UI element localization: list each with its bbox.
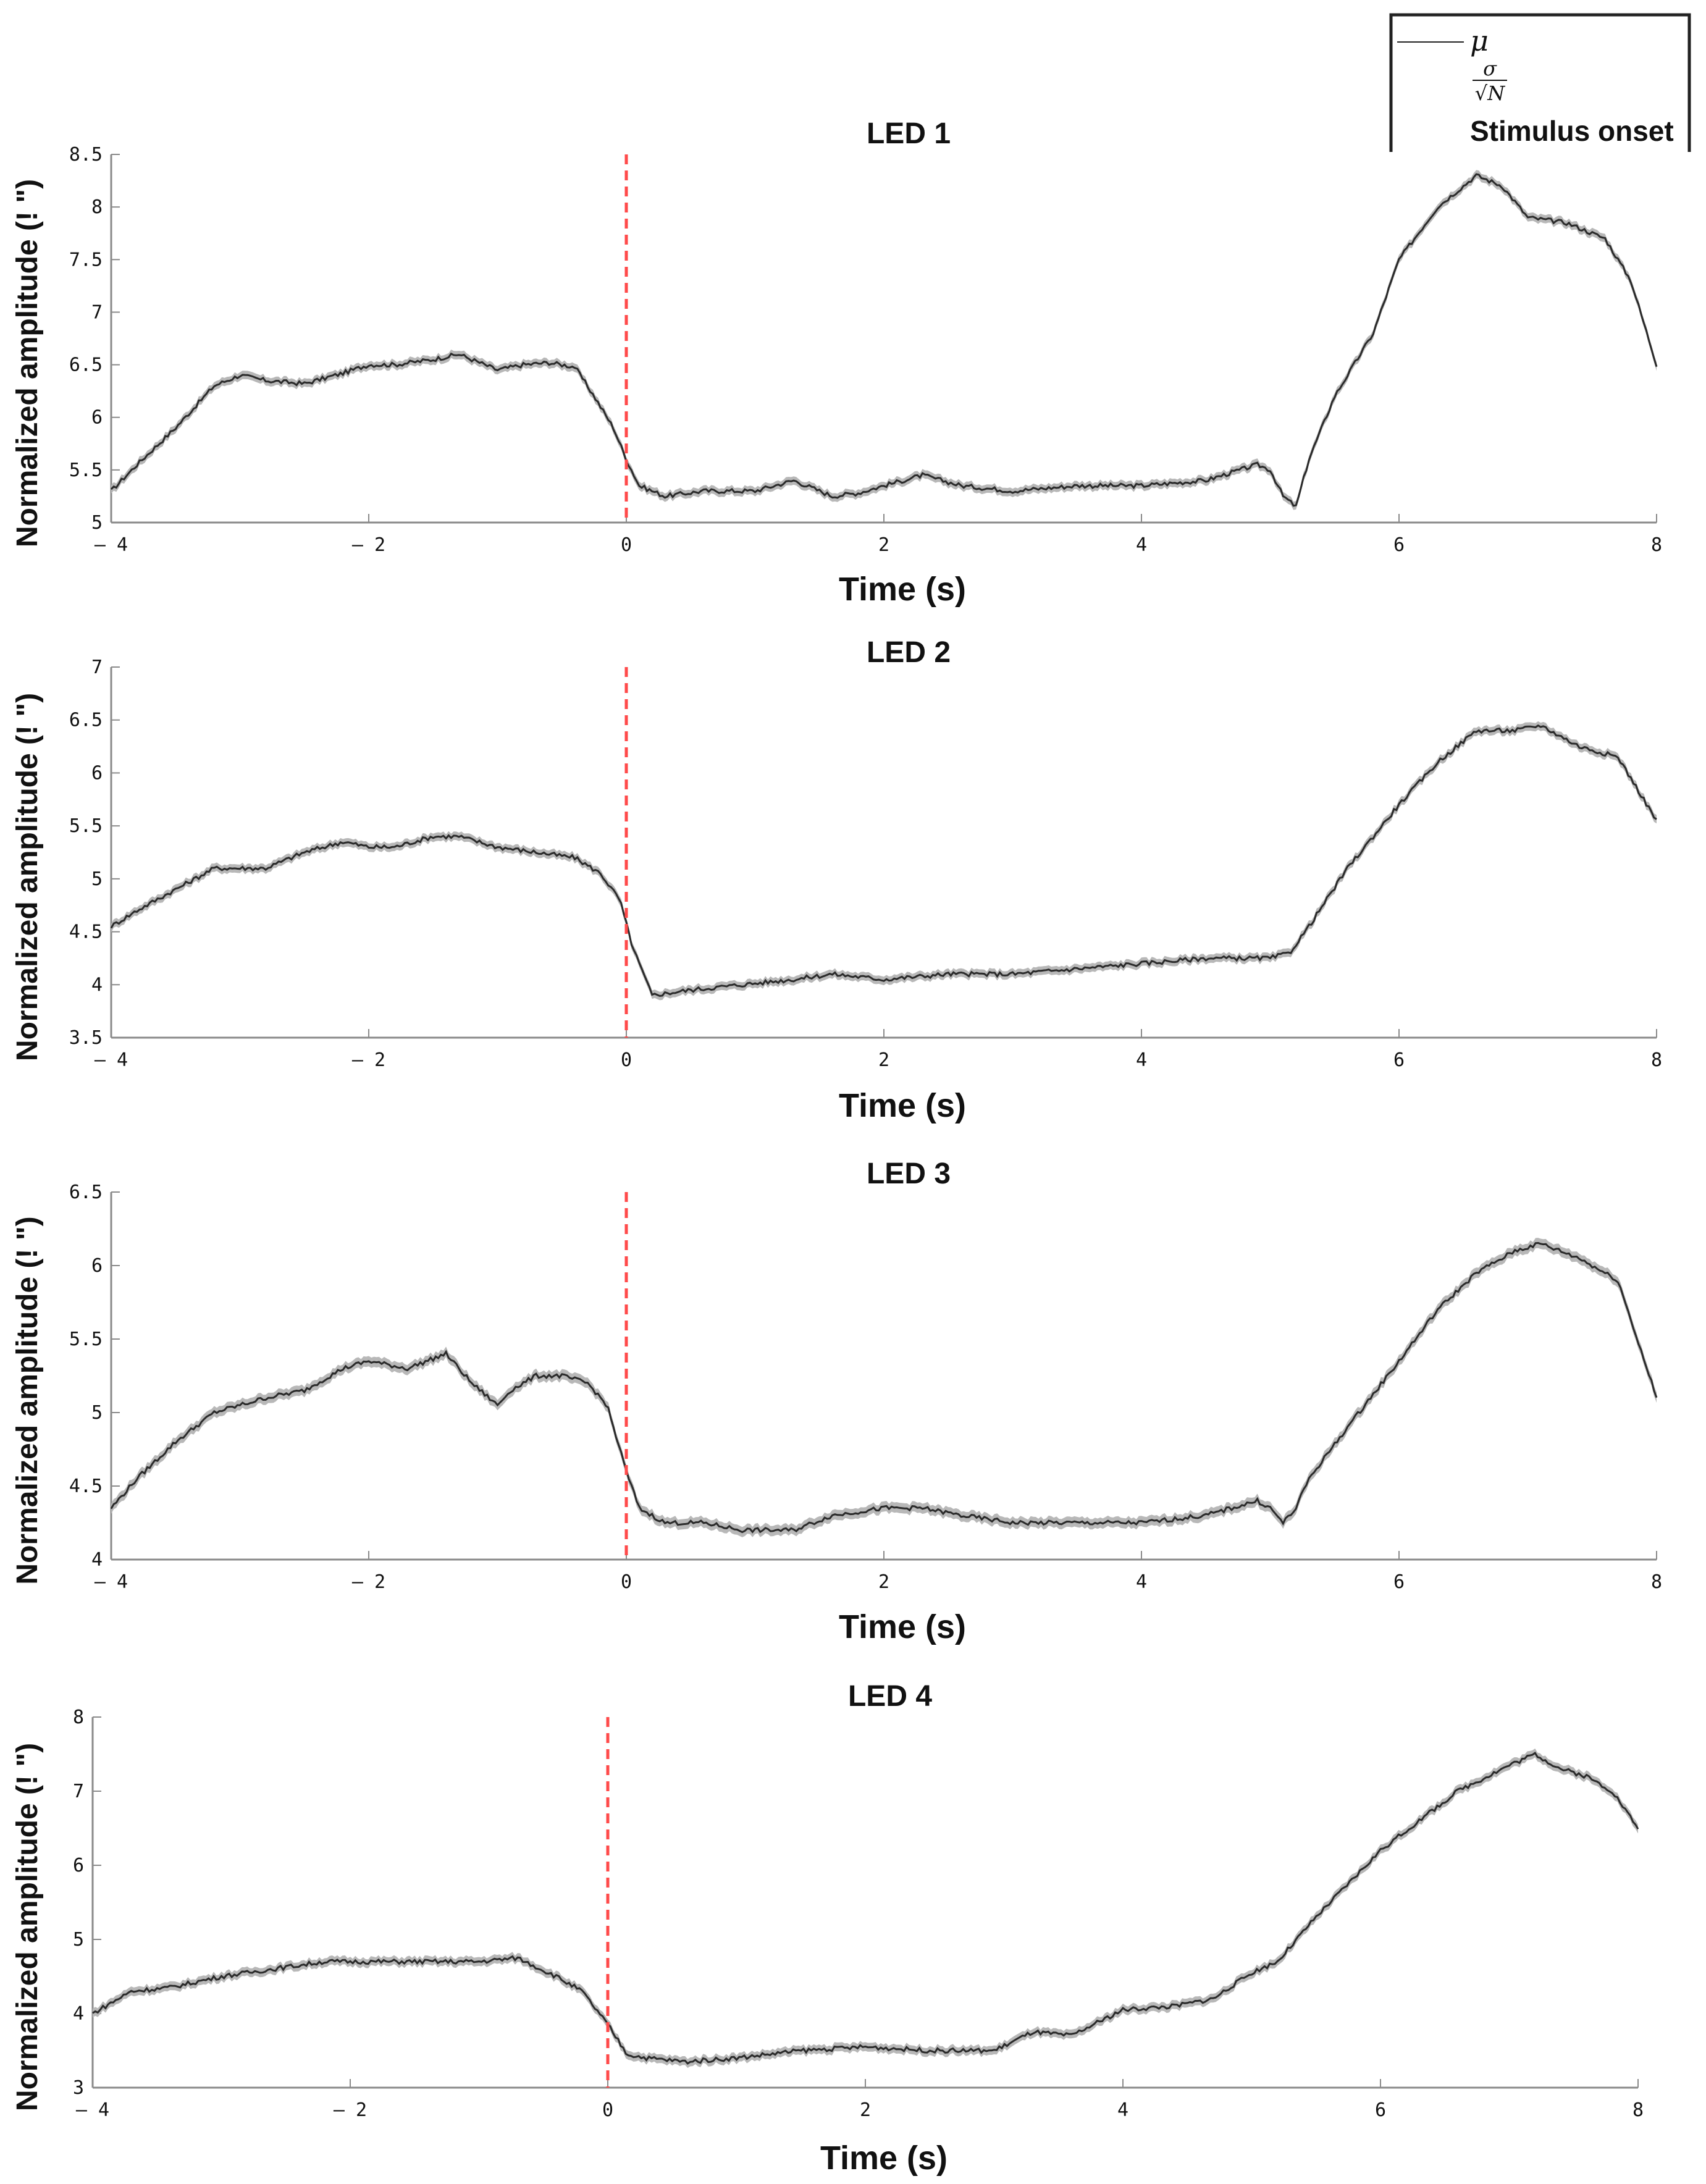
panel-led-1: 5 5.5 6 6.5 7 7.5 8 8.5 – 4 – 2 0 2 4 6 8 LED 1 Time (s)…	[11, 117, 1662, 608]
x-tick-label: 2	[878, 1049, 889, 1071]
y-tick-label: 6.5	[69, 1182, 103, 1203]
y-tick-label: 4	[73, 2003, 84, 2025]
x-tick-label: – 4	[95, 534, 128, 556]
mean-line	[92, 1751, 1639, 2065]
sem-band	[111, 1238, 1657, 1537]
legend-sem-numerator: σ	[1483, 57, 1497, 80]
sem-band	[111, 170, 1657, 510]
legend-border	[1389, 13, 1691, 152]
x-tick-label: 8	[1651, 1049, 1662, 1071]
y-tick-label: 7	[91, 657, 103, 678]
x-axis-label: Time (s)	[839, 1087, 966, 1124]
y-tick-label: 6	[91, 762, 103, 784]
x-tick-label: 4	[1136, 534, 1147, 556]
panel-title: LED 2	[867, 636, 951, 669]
x-tick-label: 4	[1136, 1571, 1147, 1593]
x-tick-label: – 4	[76, 2099, 109, 2121]
x-tick-label: 0	[621, 534, 632, 556]
x-tick-label: 2	[860, 2099, 871, 2121]
x-tick-label: 6	[1375, 2099, 1386, 2121]
y-tick-label: 7.5	[69, 249, 103, 271]
panels: 5 5.5 6 6.5 7 7.5 8 8.5 – 4 – 2 0 2 4 6 8 LED 1 Time (s)…	[11, 117, 1662, 2177]
x-tick-label: 0	[602, 2099, 613, 2121]
y-tick-label: 3	[73, 2077, 84, 2099]
y-axis-label: Normalized amplitude (! ")	[11, 1216, 44, 1584]
y-tick-label: 7	[91, 301, 103, 323]
y-tick-label: 5	[91, 1402, 103, 1424]
panel-title: LED 1	[867, 117, 951, 150]
y-tick-label: 6	[91, 1255, 103, 1277]
x-tick-label: – 2	[352, 534, 385, 556]
x-tick-label: 4	[1136, 1049, 1147, 1071]
x-tick-label: 8	[1632, 2099, 1644, 2121]
x-axis-label: Time (s)	[839, 1608, 966, 1645]
mean-line	[110, 724, 1657, 998]
x-tick-label: – 2	[352, 1571, 385, 1593]
sem-band	[111, 721, 1657, 1001]
panel-title: LED 3	[867, 1157, 951, 1190]
legend: μ σ √N Stimulus onset	[1389, 13, 1691, 152]
legend-sem-denominator: √N	[1475, 82, 1505, 105]
x-tick-label: 2	[878, 1571, 889, 1593]
legend-mean-label: μ	[1470, 24, 1489, 57]
sem-band	[93, 1748, 1638, 2068]
y-tick-label: 3.5	[69, 1027, 103, 1049]
panel-led-4: 3 4 5 6 7 8 – 4 – 2 0 2 4 6 8 LED 4 Time (s) Normalized…	[11, 1680, 1644, 2177]
x-axis-label: Time (s)	[820, 2140, 948, 2177]
y-tick-label: 5.5	[69, 460, 103, 481]
y-axis-label: Normalized amplitude (! ")	[11, 179, 44, 547]
panel-title: LED 4	[848, 1680, 932, 1713]
mean-line	[110, 173, 1658, 507]
y-tick-label: 7	[73, 1781, 84, 1802]
y-tick-label: 8	[91, 196, 103, 218]
legend-onset-label: Stimulus onset	[1470, 115, 1674, 147]
x-tick-label: 6	[1393, 534, 1405, 556]
x-tick-label: 8	[1651, 534, 1662, 556]
y-tick-label: 5	[73, 1929, 84, 1951]
y-tick-label: 6.5	[69, 710, 103, 731]
x-tick-label: 2	[878, 534, 889, 556]
y-tick-label: 4.5	[69, 922, 103, 943]
y-tick-label: 5	[91, 512, 103, 534]
x-tick-label: 0	[621, 1049, 632, 1071]
x-tick-label: 6	[1393, 1049, 1405, 1071]
y-tick-label: 8	[73, 1707, 84, 1728]
y-tick-label: 6	[73, 1855, 84, 1876]
y-tick-label: 6	[91, 407, 103, 429]
x-tick-label: – 4	[95, 1571, 128, 1593]
y-tick-label: 4	[91, 1549, 103, 1571]
y-tick-label: 5	[91, 868, 103, 890]
x-tick-label: 6	[1393, 1571, 1405, 1593]
y-tick-label: 4.5	[69, 1476, 103, 1497]
y-tick-label: 5.5	[69, 815, 103, 837]
y-tick-label: 5.5	[69, 1329, 103, 1350]
x-tick-label: – 4	[95, 1049, 128, 1071]
panel-led-2: 3.5 4 4.5 5 5.5 6 6.5 7 – 4 – 2 0 2 4 6 8 LED 2 Time (s)…	[11, 636, 1662, 1124]
y-tick-label: 4	[91, 974, 103, 996]
y-tick-label: 8.5	[69, 144, 103, 166]
x-tick-label: 0	[621, 1571, 632, 1593]
y-tick-label: 6.5	[69, 355, 103, 376]
x-tick-label: 8	[1651, 1571, 1662, 1593]
x-axis-label: Time (s)	[839, 571, 966, 608]
x-tick-label: – 2	[334, 2099, 367, 2121]
y-axis-label: Normalized amplitude (! ")	[11, 693, 44, 1061]
y-axis-label: Normalized amplitude (! ")	[11, 1743, 44, 2111]
panel-led-3: 4 4.5 5 5.5 6 6.5 – 4 – 2 0 2 4 6 8 LED 3 Time (s) Norm…	[11, 1157, 1662, 1645]
mean-line	[110, 1241, 1658, 1534]
x-tick-label: 4	[1117, 2099, 1128, 2121]
x-tick-label: – 2	[352, 1049, 385, 1071]
